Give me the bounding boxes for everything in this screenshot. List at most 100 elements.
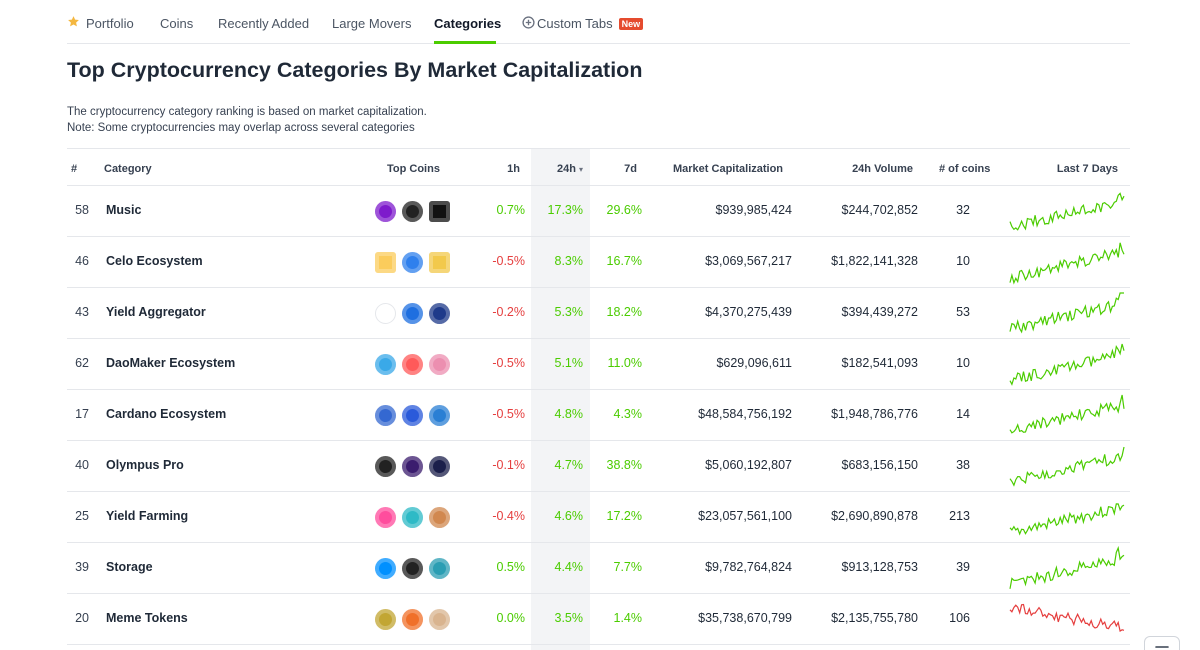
dog-coin-icon[interactable]: [429, 609, 450, 630]
category-link[interactable]: Celo Ecosystem: [106, 254, 203, 268]
filter-button[interactable]: [1144, 636, 1180, 650]
sparkline-line: [1009, 394, 1125, 434]
change-24h: 4.8%: [554, 407, 584, 421]
change-7d: 1.4%: [613, 611, 643, 625]
tab-portfolio[interactable]: Portfolio: [86, 16, 134, 31]
filecoin-icon[interactable]: [375, 558, 396, 579]
celo-coin-icon[interactable]: [375, 252, 396, 273]
yellow-square-coin-icon[interactable]: [429, 252, 450, 273]
pink-coin-icon[interactable]: [375, 507, 396, 528]
sparkline-line: [1009, 603, 1125, 632]
coin-count: 14: [956, 407, 970, 421]
chainlink-icon[interactable]: [402, 405, 423, 426]
category-link[interactable]: DaoMaker Ecosystem: [106, 356, 236, 370]
market-cap: $35,738,670,799: [698, 611, 792, 625]
coin-count: 213: [949, 509, 970, 523]
sparkline-chart: [1009, 503, 1125, 536]
table-row[interactable]: 25 Yield Farming -0.4% 4.6% 17.2% $23,057,561…: [67, 492, 1130, 543]
table-row[interactable]: 17 Cardano Ecosystem -0.5% 4.8% 4.3% $48,584,…: [67, 390, 1130, 441]
aave-icon[interactable]: [402, 507, 423, 528]
sparkline-line: [1009, 546, 1125, 589]
pancakeswap-icon[interactable]: [429, 507, 450, 528]
top-coins-icons: [375, 405, 455, 427]
alpha-icon[interactable]: [429, 303, 450, 324]
volume-24h: $244,702,852: [841, 203, 918, 217]
rank-cell: 46: [75, 254, 89, 268]
header-category[interactable]: Category: [104, 163, 152, 175]
tab-recently-added[interactable]: Recently Added: [218, 16, 310, 31]
table-row[interactable]: 20 Meme Tokens 0.0% 3.5% 1.4% $35,738,670,799…: [67, 594, 1130, 645]
header-24h-volume[interactable]: 24h Volume: [852, 163, 913, 175]
category-link[interactable]: Yield Aggregator: [106, 305, 206, 319]
top-coins-icons: [375, 303, 455, 325]
sparkline-chart: [1009, 603, 1125, 632]
sorted-column-highlight: [531, 148, 590, 650]
header-market-cap[interactable]: Market Capitalization: [673, 163, 784, 175]
table-row[interactable]: 40 Olympus Pro -0.1% 4.7% 38.8% $5,060,192,80…: [67, 441, 1130, 492]
rank-cell: 17: [75, 407, 89, 421]
tab-coins[interactable]: Coins: [160, 16, 194, 31]
table-row[interactable]: 43 Yield Aggregator -0.2% 5.3% 18.2% $4,370,2…: [67, 288, 1130, 339]
wing-coin-icon[interactable]: [429, 405, 450, 426]
rank-cell: 25: [75, 509, 89, 523]
tab-categories[interactable]: Categories: [434, 16, 502, 31]
sparkline-chart: [1009, 546, 1125, 589]
arweave-icon[interactable]: [402, 558, 423, 579]
coin-count: 32: [956, 203, 970, 217]
sparkline-line: [1009, 446, 1125, 487]
category-link[interactable]: Storage: [106, 560, 153, 574]
market-cap: $48,584,756,192: [698, 407, 792, 421]
tab-custom-tabs[interactable]: Custom Tabs New: [537, 16, 644, 31]
sparkline-chart: [1009, 242, 1125, 285]
header-rank[interactable]: #: [71, 163, 78, 175]
volume-24h: $1,948,786,776: [831, 407, 918, 421]
table-row[interactable]: 39 Storage 0.5% 4.4% 7.7% $9,782,764,824 $913,…: [67, 543, 1130, 594]
dark-coin-icon[interactable]: [402, 201, 423, 222]
page-description: The cryptocurrency category ranking is b…: [67, 104, 427, 136]
category-link[interactable]: Olympus Pro: [106, 458, 184, 472]
table-row[interactable]: 46 Celo Ecosystem -0.5% 8.3% 16.7% $3,069,567…: [67, 237, 1130, 288]
tab-large-movers[interactable]: Large Movers: [332, 16, 412, 31]
olympus-icon[interactable]: [375, 456, 396, 477]
header-1h[interactable]: 1h: [507, 163, 520, 175]
flower-coin-icon[interactable]: [429, 354, 450, 375]
sparkline-line: [1009, 292, 1124, 334]
rank-cell: 20: [75, 611, 89, 625]
coin-count: 53: [956, 305, 970, 319]
category-link[interactable]: Music: [106, 203, 142, 217]
coin-count: 38: [956, 458, 970, 472]
stacks-coin-icon[interactable]: [429, 558, 450, 579]
change-7d: 29.6%: [606, 203, 642, 217]
shiba-icon[interactable]: [402, 609, 423, 630]
coin-count: 106: [949, 611, 970, 625]
category-link[interactable]: Cardano Ecosystem: [106, 407, 227, 421]
cardano-icon[interactable]: [375, 405, 396, 426]
category-link[interactable]: Yield Farming: [106, 509, 189, 523]
yearn-icon[interactable]: [402, 303, 423, 324]
rocket-coin-icon[interactable]: [429, 456, 450, 477]
gradient-ring-coin-icon[interactable]: [402, 354, 423, 375]
change-24h: 4.6%: [554, 509, 584, 523]
table-row[interactable]: 58 Music 0.7% 17.3% 29.6% $939,985,424 $244,70…: [67, 186, 1130, 237]
curve-icon[interactable]: [375, 303, 396, 324]
header-24h[interactable]: 24h ▾: [557, 163, 583, 175]
description-line-2: Note: Some cryptocurrencies may overlap …: [67, 122, 415, 134]
filter-icon: [1155, 646, 1169, 648]
volume-24h: $683,156,150: [841, 458, 918, 472]
header-7d[interactable]: 7d: [624, 163, 637, 175]
header-num-coins[interactable]: # of coins: [939, 163, 991, 175]
audius-icon[interactable]: [375, 201, 396, 222]
change-1h: -0.5%: [492, 407, 525, 421]
header-last-7-days: Last 7 Days: [1056, 163, 1118, 175]
chromia-icon[interactable]: [429, 201, 450, 222]
sparkline-chart: [1009, 292, 1124, 334]
dogecoin-icon[interactable]: [375, 609, 396, 630]
change-1h: -0.5%: [492, 254, 525, 268]
category-link[interactable]: Meme Tokens: [106, 611, 188, 625]
active-tab-indicator: [434, 41, 496, 44]
blue-hex-coin-icon[interactable]: [402, 252, 423, 273]
dotted-purple-coin-icon[interactable]: [402, 456, 423, 477]
table-row[interactable]: 62 DaoMaker Ecosystem -0.5% 5.1% 11.0% $629,0…: [67, 339, 1130, 390]
rank-cell: 58: [75, 203, 89, 217]
daomaker-icon[interactable]: [375, 354, 396, 375]
